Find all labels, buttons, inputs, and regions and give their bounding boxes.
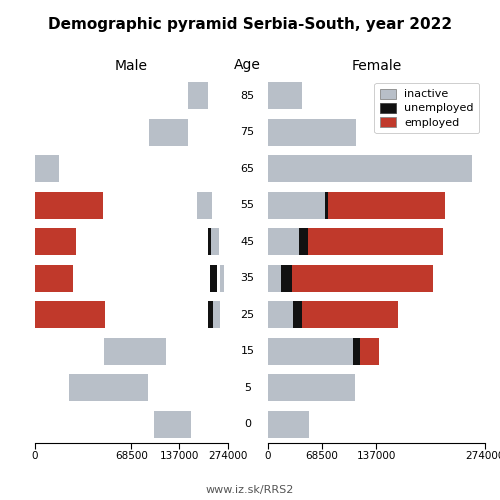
Text: 75: 75 xyxy=(240,128,254,138)
Text: Demographic pyramid Serbia-South, year 2022: Demographic pyramid Serbia-South, year 2… xyxy=(48,18,452,32)
Bar xyxy=(154,410,191,438)
Text: Female: Female xyxy=(351,58,402,72)
Text: 85: 85 xyxy=(240,91,254,101)
Bar xyxy=(198,192,205,219)
Bar xyxy=(0,301,106,328)
Bar xyxy=(360,338,378,365)
Bar xyxy=(188,82,208,110)
Bar xyxy=(268,228,300,256)
Bar xyxy=(292,264,434,292)
Bar xyxy=(214,301,220,328)
Text: 0: 0 xyxy=(244,419,251,429)
Bar xyxy=(324,192,328,219)
Text: www.iz.sk/RRS2: www.iz.sk/RRS2 xyxy=(206,485,294,495)
Bar xyxy=(353,338,360,365)
Bar xyxy=(208,228,214,256)
Bar xyxy=(268,192,324,219)
Text: 25: 25 xyxy=(240,310,254,320)
Bar xyxy=(196,192,212,219)
Bar xyxy=(268,338,353,365)
Text: 65: 65 xyxy=(240,164,254,174)
Bar xyxy=(293,301,302,328)
Bar xyxy=(107,338,134,365)
Bar xyxy=(302,301,398,328)
Bar xyxy=(104,338,166,365)
Bar xyxy=(2,192,103,219)
Bar xyxy=(208,301,214,328)
Bar xyxy=(220,264,224,292)
Text: Male: Male xyxy=(115,58,148,72)
Text: 35: 35 xyxy=(240,273,254,283)
Bar xyxy=(210,264,217,292)
Bar xyxy=(268,374,355,402)
Text: 5: 5 xyxy=(244,383,251,393)
Bar xyxy=(0,264,73,292)
Bar xyxy=(308,228,443,256)
Bar xyxy=(210,228,219,256)
Bar xyxy=(328,192,446,219)
Bar xyxy=(0,228,76,256)
Bar xyxy=(300,228,308,256)
Bar xyxy=(268,118,356,146)
Bar xyxy=(268,301,293,328)
Bar xyxy=(268,410,309,438)
Bar xyxy=(268,155,472,182)
Legend: inactive, unemployed, employed: inactive, unemployed, employed xyxy=(374,83,480,133)
Text: 45: 45 xyxy=(240,236,254,246)
Bar xyxy=(155,338,160,365)
Bar xyxy=(68,374,148,402)
Bar xyxy=(149,118,188,146)
Bar xyxy=(268,82,302,110)
Text: 55: 55 xyxy=(240,200,254,210)
Text: 15: 15 xyxy=(240,346,254,356)
Text: Age: Age xyxy=(234,58,261,72)
Bar xyxy=(0,155,59,182)
Bar xyxy=(268,264,281,292)
Bar xyxy=(281,264,292,292)
